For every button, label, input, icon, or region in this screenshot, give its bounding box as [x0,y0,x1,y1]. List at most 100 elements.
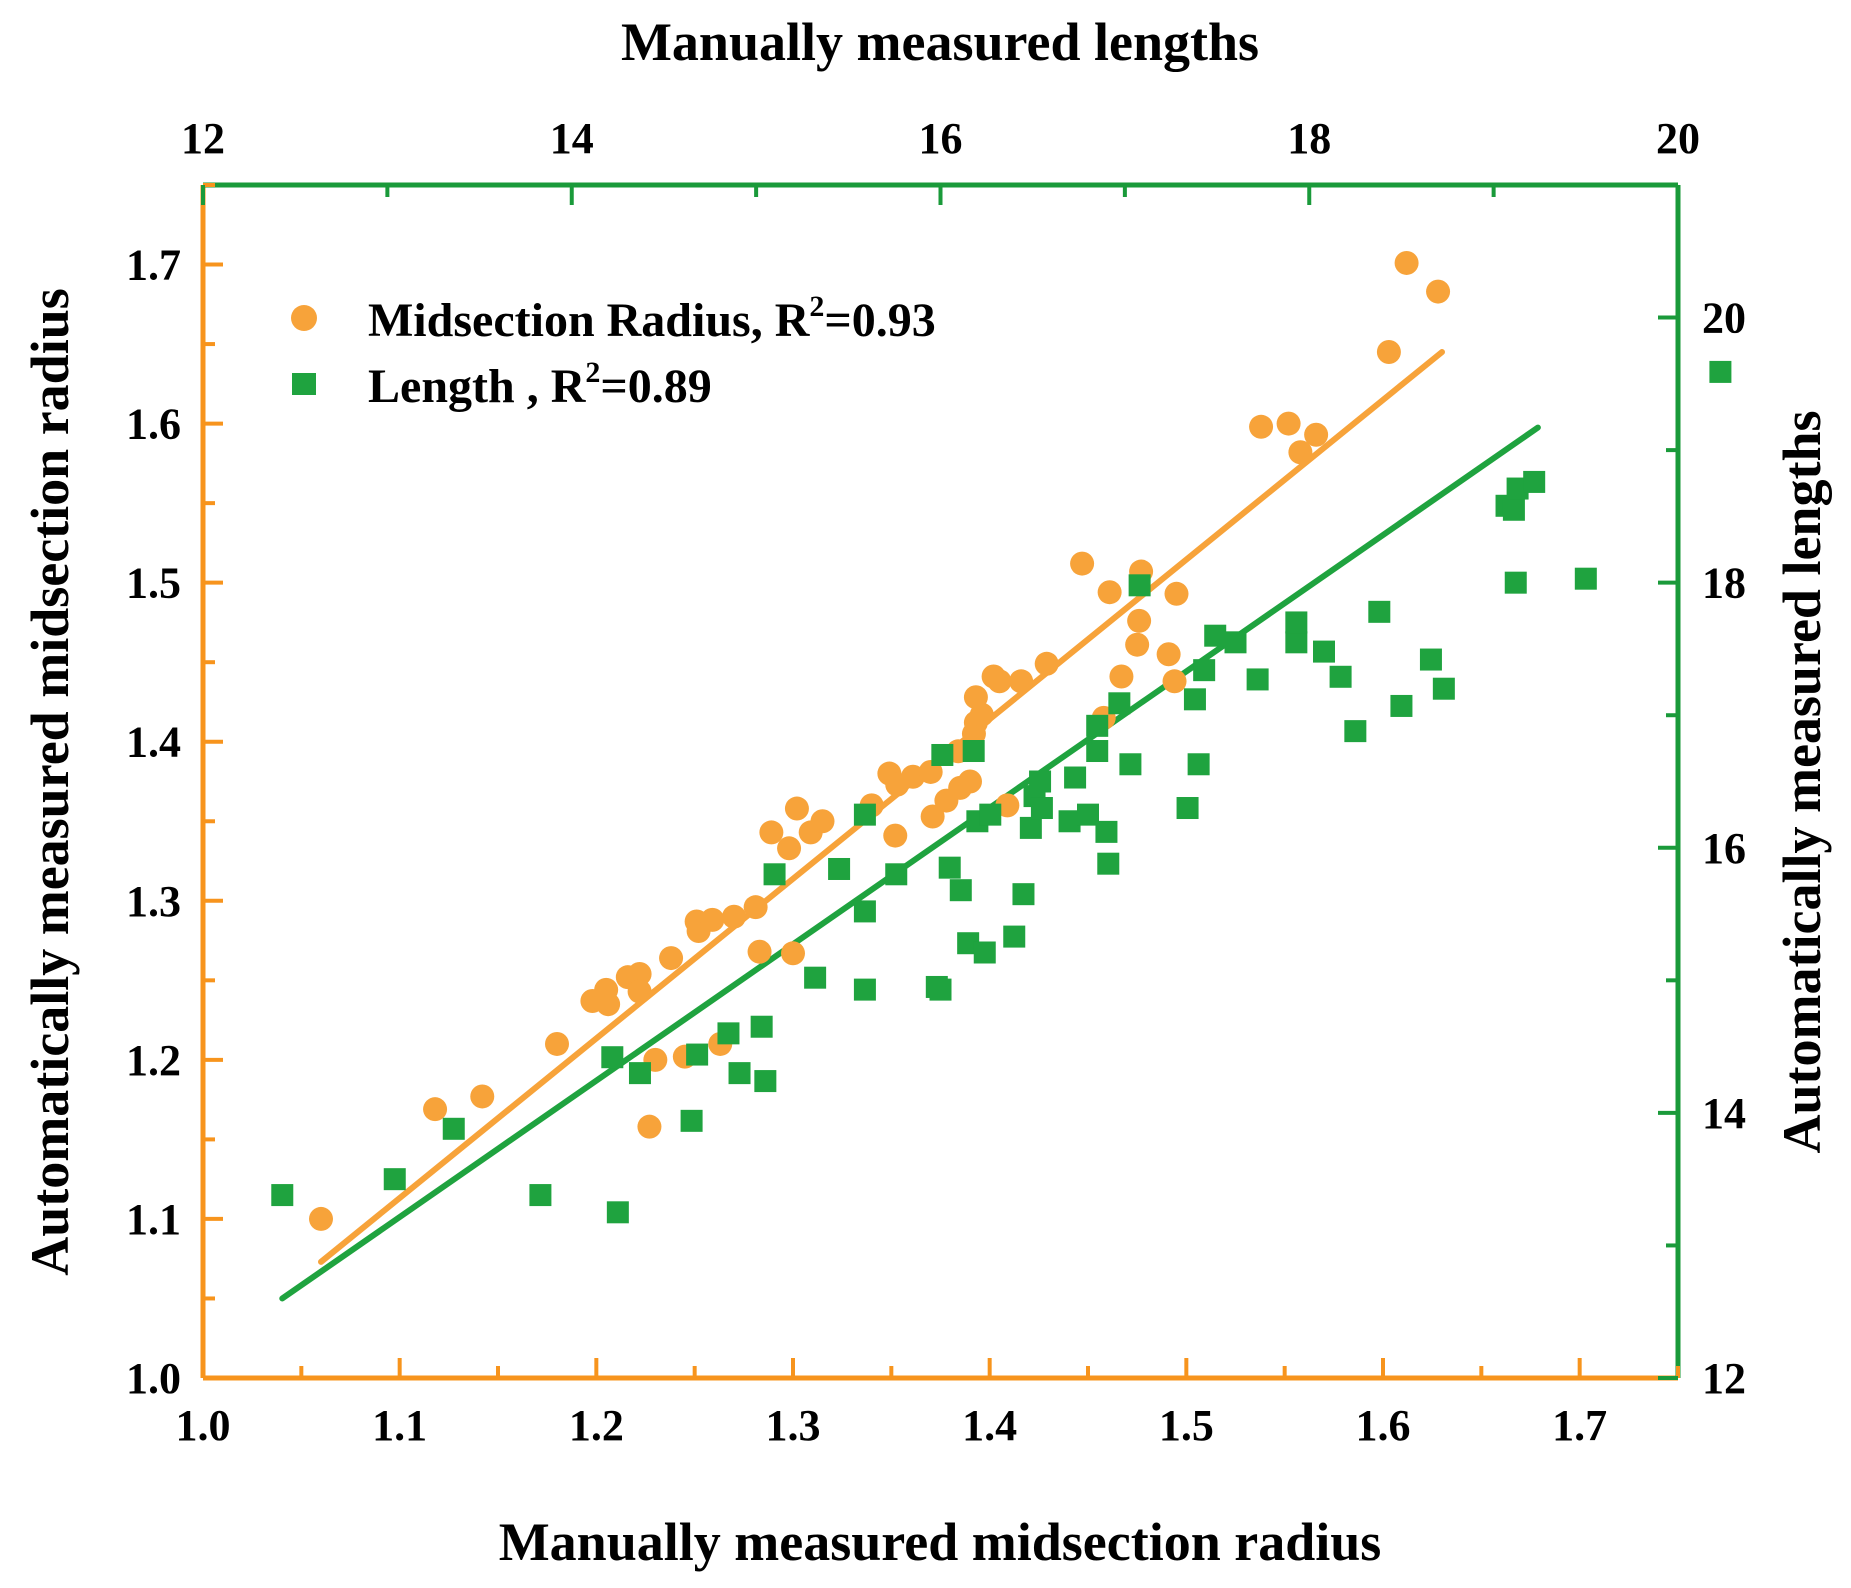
top-tick-label: 18 [1287,114,1331,163]
right-tick-label: 16 [1702,824,1746,873]
length-point [804,966,827,989]
length-point [929,978,952,1001]
right-tick-label: 14 [1702,1089,1746,1138]
length-point [1504,571,1527,594]
length-point [1285,631,1308,654]
radius-point [1376,340,1401,365]
length-point [1709,360,1732,383]
bottom-tick-label: 1.1 [372,1401,427,1450]
radius-point [1097,580,1122,605]
length-point [1523,470,1546,493]
radius-point [920,804,945,829]
legend-tail-radius: =0.93 [824,294,935,347]
length-point [1108,692,1131,715]
radius-point [1249,414,1274,439]
length-point [1285,611,1308,634]
radius-point [423,1097,448,1122]
length-point [1390,694,1413,717]
length-point [1029,770,1052,793]
length-point [957,932,980,955]
length-point [1019,816,1042,839]
length-point [1183,688,1206,711]
radius-point [1156,642,1181,667]
length-point [885,863,908,886]
bottom-tick-label: 1.2 [569,1401,624,1450]
legend-sup-radius: 2 [809,290,824,323]
legend: Midsection Radius, R2=0.93 Length , R2=0… [291,290,936,413]
left-tick-label: 1.0 [126,1354,181,1403]
y-axis-title-right: Automatically measured lengths [1772,411,1832,1154]
radius-point [777,836,802,861]
left-tick-label: 1.2 [126,1036,181,1085]
top-tick-label: 14 [550,114,594,163]
left-tick-label: 1.4 [126,718,181,767]
length-point [680,1109,703,1132]
radius-point [883,823,908,848]
radius-point [1070,551,1095,576]
radius-point [627,961,652,986]
length-point [1193,659,1216,682]
radius-point [1009,669,1034,694]
left-tick-label: 1.1 [126,1195,181,1244]
length-point [853,803,876,826]
top-tick-label: 12 [181,114,225,163]
radius-point [1127,608,1152,633]
radius-point [784,796,809,821]
length-point [1095,820,1118,843]
top-tick-label: 20 [1656,114,1700,163]
right-tick-label: 18 [1702,559,1746,608]
length-point [383,1168,406,1191]
top-tick-label: 16 [919,114,963,163]
radius-point [958,769,982,794]
length-point [1313,640,1335,663]
legend-label-radius: Midsection Radius, R2=0.93 [368,290,936,347]
length-point [686,1043,709,1066]
radius-point [1034,651,1059,676]
radius-point [545,1031,569,1056]
length-point [606,1201,629,1224]
length-point [717,1022,740,1045]
length-point [1574,567,1597,590]
length-point [1344,720,1367,743]
length-point [1086,714,1109,737]
length-point [1204,624,1227,647]
length-point [938,856,961,879]
length-point [1176,797,1199,820]
length-point [1003,925,1026,948]
length-point [601,1046,624,1069]
radius-point [1276,411,1301,436]
legend-tail-length: =0.89 [600,360,711,413]
length-point [1128,574,1151,597]
length-point [628,1062,651,1085]
radius-point [309,1206,333,1231]
legend-text-length: Length , R [368,360,587,413]
radius-point [1394,250,1419,275]
radius-point [470,1084,495,1109]
radius-point [987,669,1012,694]
radius-point [810,809,835,834]
length-point [1012,883,1035,906]
radius-point [759,820,784,845]
length-point [728,1062,751,1085]
length-point [1506,477,1529,500]
legend-square-marker [292,373,316,395]
bottom-tick-label: 1.6 [1356,1401,1411,1450]
left-tick-label: 1.7 [126,241,181,290]
right-tick-label: 12 [1702,1354,1746,1403]
length-point [973,941,996,964]
length-point [1077,803,1099,826]
bottom-tick-label: 1.3 [766,1401,821,1450]
radius-point [1288,440,1313,465]
bottom-tick-label: 1.0 [176,1401,231,1450]
right-tick-label: 20 [1702,294,1746,343]
length-point [763,863,786,886]
bottom-tick-label: 1.4 [962,1401,1017,1450]
left-tick-label: 1.6 [126,400,181,449]
legend-circle-marker [291,305,317,331]
radius-point [596,992,621,1017]
length-point [979,803,1002,826]
radius-point [743,895,768,920]
radius-point [969,702,994,727]
length-point [1187,753,1210,776]
